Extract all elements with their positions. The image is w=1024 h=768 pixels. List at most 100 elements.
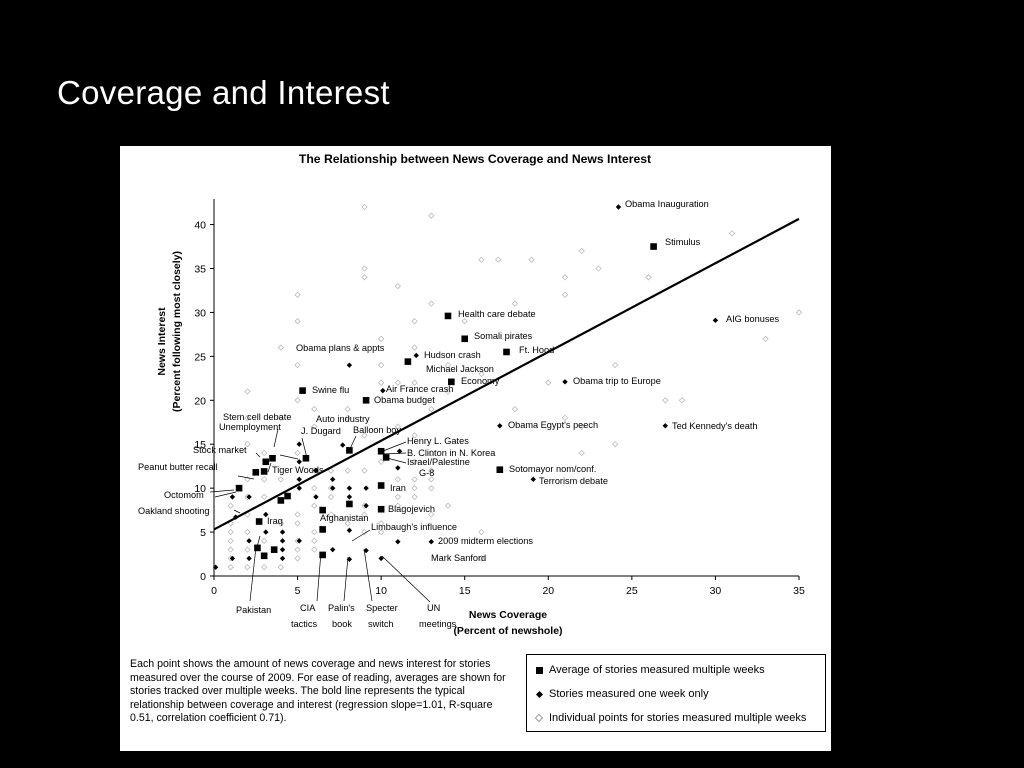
square-point [235,484,243,492]
y-tick-label: 40 [194,220,206,232]
open-diamond-point [277,564,285,571]
x-tick-label: 30 [710,585,722,597]
point-label: Air France crash [386,384,453,394]
open-diamond-point [244,476,251,483]
y-axis-title: News Interest [156,307,168,376]
open-diamond-point [361,467,368,474]
open-diamond-point [294,449,301,457]
open-diamond-point [311,502,318,509]
open-diamond-point [311,546,318,553]
leader-line [255,452,261,458]
open-diamond-point [244,528,251,536]
open-diamond-point [428,405,435,413]
diamond-point [296,459,302,465]
open-diamond-point [394,476,402,483]
open-diamond-point [728,230,736,237]
diamond-point [296,441,302,447]
diamond-point [329,485,336,491]
open-diamond-point [561,414,569,422]
x-tick-label: 0 [211,585,217,597]
diamond-point [346,494,353,500]
open-diamond-point [294,361,301,369]
open-diamond-point [260,449,268,457]
square-point [503,348,510,356]
diamond-point [395,539,401,545]
square-point [444,312,452,320]
open-diamond-point [511,300,519,307]
diamond-point [346,362,353,368]
open-diamond-point [311,537,318,545]
square-point [377,505,385,513]
point-label: Auto industry [316,414,370,424]
open-diamond-point [478,370,485,378]
point-label: Obama Egypt's peech [508,420,598,430]
point-label: B. Clinton in N. Korea [407,448,496,458]
square-point [270,546,278,553]
open-diamond-point [411,379,418,386]
diamond-point [662,423,668,429]
open-diamond-point [227,564,234,571]
open-diamond-point [294,291,301,299]
open-diamond-point [227,546,234,553]
square-point [260,552,268,560]
open-diamond-point [377,528,385,536]
open-diamond-point [545,379,552,386]
leader-line [214,491,237,498]
open-diamond-point [494,256,502,263]
diamond-point [395,465,401,471]
open-diamond-point [277,344,285,351]
open-diamond-point [428,212,435,219]
open-diamond-point [411,458,418,465]
square-point [362,396,370,404]
point-label: Specter [366,603,398,613]
point-label: Ft. Hood [519,345,554,355]
open-diamond-point [227,537,234,545]
diamond-point [246,538,252,544]
point-label: Somali pirates [474,331,533,341]
open-diamond-point [294,546,301,553]
open-diamond-point [595,265,602,272]
open-diamond-point [377,458,385,465]
point-label: Balloon boy [353,425,401,435]
open-diamond-point [411,318,418,325]
open-diamond-point [428,484,435,492]
point-label: Sotomayor nom/conf. [509,464,596,474]
open-diamond-point [277,520,285,527]
square-point [252,469,260,476]
diamond-point [712,317,719,324]
square-marker-icon [535,666,543,674]
square-point [346,500,353,508]
point-label: Stock market [193,445,247,455]
open-diamond-point [361,432,368,439]
square-point [650,243,657,250]
diamond-point [428,539,434,545]
open-diamond-point [578,423,585,430]
leader-line [381,555,431,603]
open-diamond-point [411,476,418,483]
x-axis-subtitle: (Percent of newshole) [453,625,562,637]
point-label: Iraq [267,516,283,526]
diamond-point [246,555,252,562]
open-diamond-point [344,405,351,413]
diamond-point [329,476,336,483]
diamond-point [530,476,536,483]
leader-line [386,457,407,464]
open-diamond-point [260,493,268,501]
legend-item-one-week: Stories measured one week only [533,687,709,701]
point-label: Economy [461,376,500,386]
point-label: Unemployment [219,422,281,432]
open-diamond-point [361,511,368,518]
chart-caption: Each point shows the amount of news cove… [130,658,506,725]
open-diamond-point [611,361,619,369]
open-diamond-point [361,274,368,281]
square-point [269,454,276,462]
scatter-chart: The Relationship between News Coverage a… [138,152,805,637]
diamond-point [363,503,369,509]
open-diamond-point [394,502,402,509]
open-diamond-point [444,361,452,369]
open-diamond-point [578,449,585,457]
point-label: Afghanistan [320,513,369,523]
x-tick-label: 10 [375,585,387,597]
open-diamond-point [411,344,418,351]
open-diamond-point [244,564,251,571]
